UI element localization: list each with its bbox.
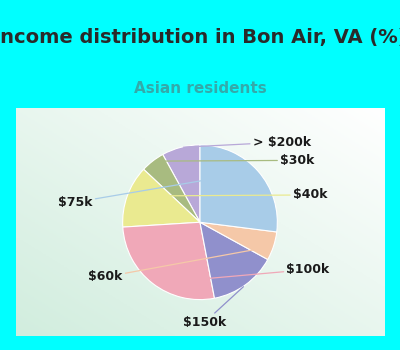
Wedge shape	[144, 154, 200, 222]
Text: > $200k: > $200k	[184, 136, 311, 149]
Wedge shape	[200, 145, 277, 232]
Text: $30k: $30k	[155, 154, 314, 167]
Text: $40k: $40k	[130, 188, 327, 202]
Text: Asian residents: Asian residents	[134, 82, 266, 96]
Text: $150k: $150k	[183, 287, 244, 329]
Wedge shape	[163, 145, 200, 222]
Wedge shape	[200, 222, 268, 298]
Wedge shape	[200, 222, 277, 259]
Text: $100k: $100k	[155, 263, 330, 283]
Text: $75k: $75k	[58, 172, 255, 209]
Text: $60k: $60k	[88, 247, 271, 284]
Text: Income distribution in Bon Air, VA (%): Income distribution in Bon Air, VA (%)	[0, 28, 400, 48]
Wedge shape	[123, 222, 214, 300]
Wedge shape	[123, 169, 200, 227]
